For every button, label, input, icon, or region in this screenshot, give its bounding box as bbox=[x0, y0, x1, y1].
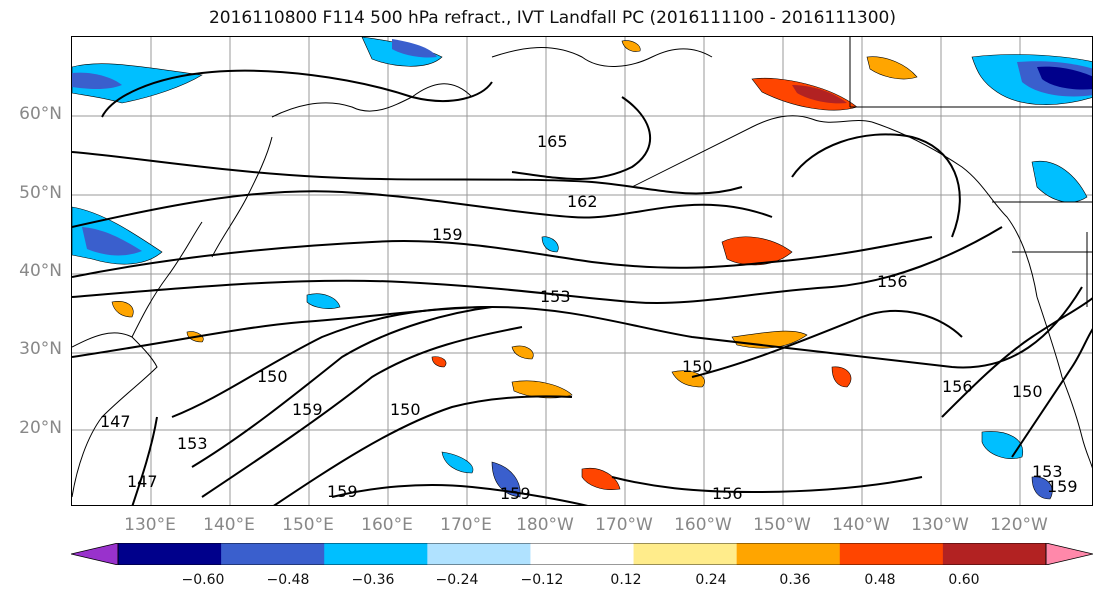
contour-label: 156 bbox=[877, 272, 908, 291]
lon-label: 130°W bbox=[911, 515, 969, 535]
contour-label: 156 bbox=[712, 484, 743, 503]
colorbar-tick-label: 0.36 bbox=[779, 572, 811, 588]
shaded-anomalies bbox=[72, 37, 1092, 500]
lon-label: 140°W bbox=[832, 515, 890, 535]
colorbar bbox=[71, 543, 1093, 565]
lon-label: 170°E bbox=[440, 515, 492, 535]
colorbar-segment bbox=[530, 543, 635, 565]
colorbar-tick-label: 0.60 bbox=[948, 572, 980, 588]
colorbar-tick-label: −0.12 bbox=[520, 572, 564, 588]
lon-label: 160°E bbox=[361, 515, 413, 535]
lat-label: 50°N bbox=[19, 183, 62, 203]
colorbar-tick-label: −0.36 bbox=[351, 572, 395, 588]
contour-label: 156 bbox=[942, 377, 973, 396]
contour-label: 159 bbox=[1047, 477, 1078, 496]
contour-label: 153 bbox=[177, 434, 208, 453]
contour-label: 150 bbox=[257, 367, 288, 386]
lon-label: 130°E bbox=[124, 515, 176, 535]
contour-label: 153 bbox=[1032, 462, 1063, 481]
map-panel: 165 162 159 153 156 150 150 159 150 153 … bbox=[71, 36, 1093, 506]
lat-label: 40°N bbox=[19, 261, 62, 281]
colorbar-extend-low bbox=[71, 543, 119, 565]
colorbar-tick-label: −0.60 bbox=[181, 572, 225, 588]
contour-lines bbox=[72, 69, 1092, 505]
colorbar-extend-high bbox=[1045, 543, 1093, 565]
colorbar-segment bbox=[324, 543, 428, 565]
lat-label: 30°N bbox=[19, 339, 62, 359]
contour-label: 159 bbox=[432, 225, 463, 244]
colorbar-segment bbox=[633, 543, 738, 565]
colorbar-tick-label: −0.48 bbox=[266, 572, 310, 588]
coastlines bbox=[72, 37, 1092, 498]
lon-label: 180°W bbox=[516, 515, 574, 535]
contour-label: 153 bbox=[540, 287, 571, 306]
colorbar-tick-label: −0.24 bbox=[435, 572, 479, 588]
map-title: 2016110800 F114 500 hPa refract., IVT La… bbox=[208, 8, 896, 28]
lon-label: 150°E bbox=[282, 515, 334, 535]
contour-label: 150 bbox=[1012, 382, 1043, 401]
contour-label: 159 bbox=[500, 484, 531, 503]
map-plot: 165 162 159 153 156 150 150 159 150 153 … bbox=[72, 37, 1092, 505]
colorbar-segment bbox=[427, 543, 531, 565]
colorbar-tick-label: 0.48 bbox=[864, 572, 896, 588]
graticule bbox=[72, 37, 1092, 505]
colorbar-segment bbox=[118, 543, 222, 565]
colorbar-tick-label: 0.12 bbox=[610, 572, 642, 588]
contour-label-group: 165 162 159 153 156 150 150 159 150 153 … bbox=[100, 132, 1078, 503]
lon-label: 170°W bbox=[595, 515, 653, 535]
contour-label: 147 bbox=[127, 472, 158, 491]
contour-label: 159 bbox=[327, 482, 358, 501]
lon-label: 160°W bbox=[674, 515, 732, 535]
contour-label: 150 bbox=[390, 400, 421, 419]
lat-label: 60°N bbox=[19, 104, 62, 124]
colorbar-segment bbox=[221, 543, 325, 565]
colorbar-segment bbox=[942, 543, 1047, 565]
lon-label: 150°W bbox=[753, 515, 811, 535]
lat-label: 20°N bbox=[19, 418, 62, 438]
contour-label: 147 bbox=[100, 412, 131, 431]
colorbar-segment bbox=[736, 543, 841, 565]
colorbar-segment bbox=[839, 543, 944, 565]
contour-label: 165 bbox=[537, 132, 568, 151]
contour-label: 150 bbox=[682, 357, 713, 376]
lon-label: 120°W bbox=[990, 515, 1048, 535]
colorbar-tick-label: 0.24 bbox=[695, 572, 727, 588]
contour-label: 159 bbox=[292, 400, 323, 419]
lon-label: 140°E bbox=[203, 515, 255, 535]
contour-label: 162 bbox=[567, 192, 598, 211]
